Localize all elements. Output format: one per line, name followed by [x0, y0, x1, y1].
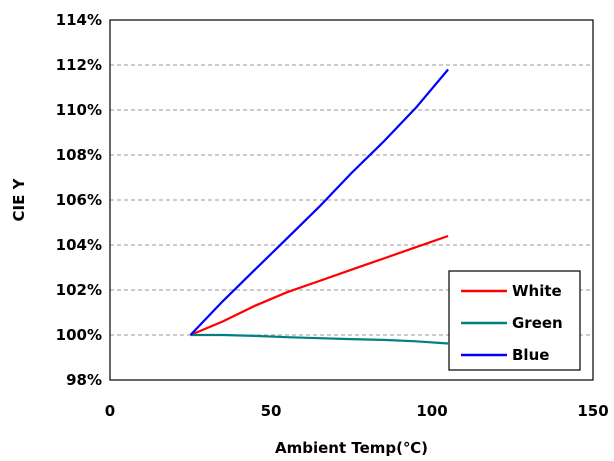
x-tick-label: 0 [105, 402, 115, 420]
series-lines [189, 68, 449, 345]
y-tick-label: 98% [66, 371, 102, 389]
series-line-white [190, 234, 449, 337]
legend-box [448, 270, 581, 371]
y-axis-ticks: 98% 100% 102% 104% 106% 108% 110% 112% 114% [56, 11, 102, 389]
y-tick-label: 106% [56, 191, 102, 209]
gridlines [110, 64, 593, 336]
y-tick-label: 102% [56, 281, 102, 299]
y-tick-label: 100% [56, 326, 102, 344]
x-tick-label: 50 [261, 402, 282, 420]
x-tick-label: 150 [577, 402, 608, 420]
y-tick-label: 108% [56, 146, 102, 164]
plot-area-frame [109, 19, 594, 381]
x-axis-label: Ambient Temp(℃) [275, 439, 428, 457]
y-tick-label: 110% [56, 101, 102, 119]
y-tick-label: 104% [56, 236, 102, 254]
x-tick-label: 100 [416, 402, 447, 420]
y-tick-label: 114% [56, 11, 102, 29]
x-axis-ticks: 0 50 100 150 [105, 402, 609, 420]
y-axis-label: CIE Y [10, 177, 28, 221]
legend-label-white: White [512, 282, 562, 300]
legend-label-green: Green [512, 314, 563, 332]
y-tick-label: 112% [56, 56, 102, 74]
legend: White Green Blue [448, 270, 581, 371]
series-line-green [190, 333, 449, 345]
series-line-blue [189, 68, 449, 336]
legend-label-blue: Blue [512, 346, 549, 364]
